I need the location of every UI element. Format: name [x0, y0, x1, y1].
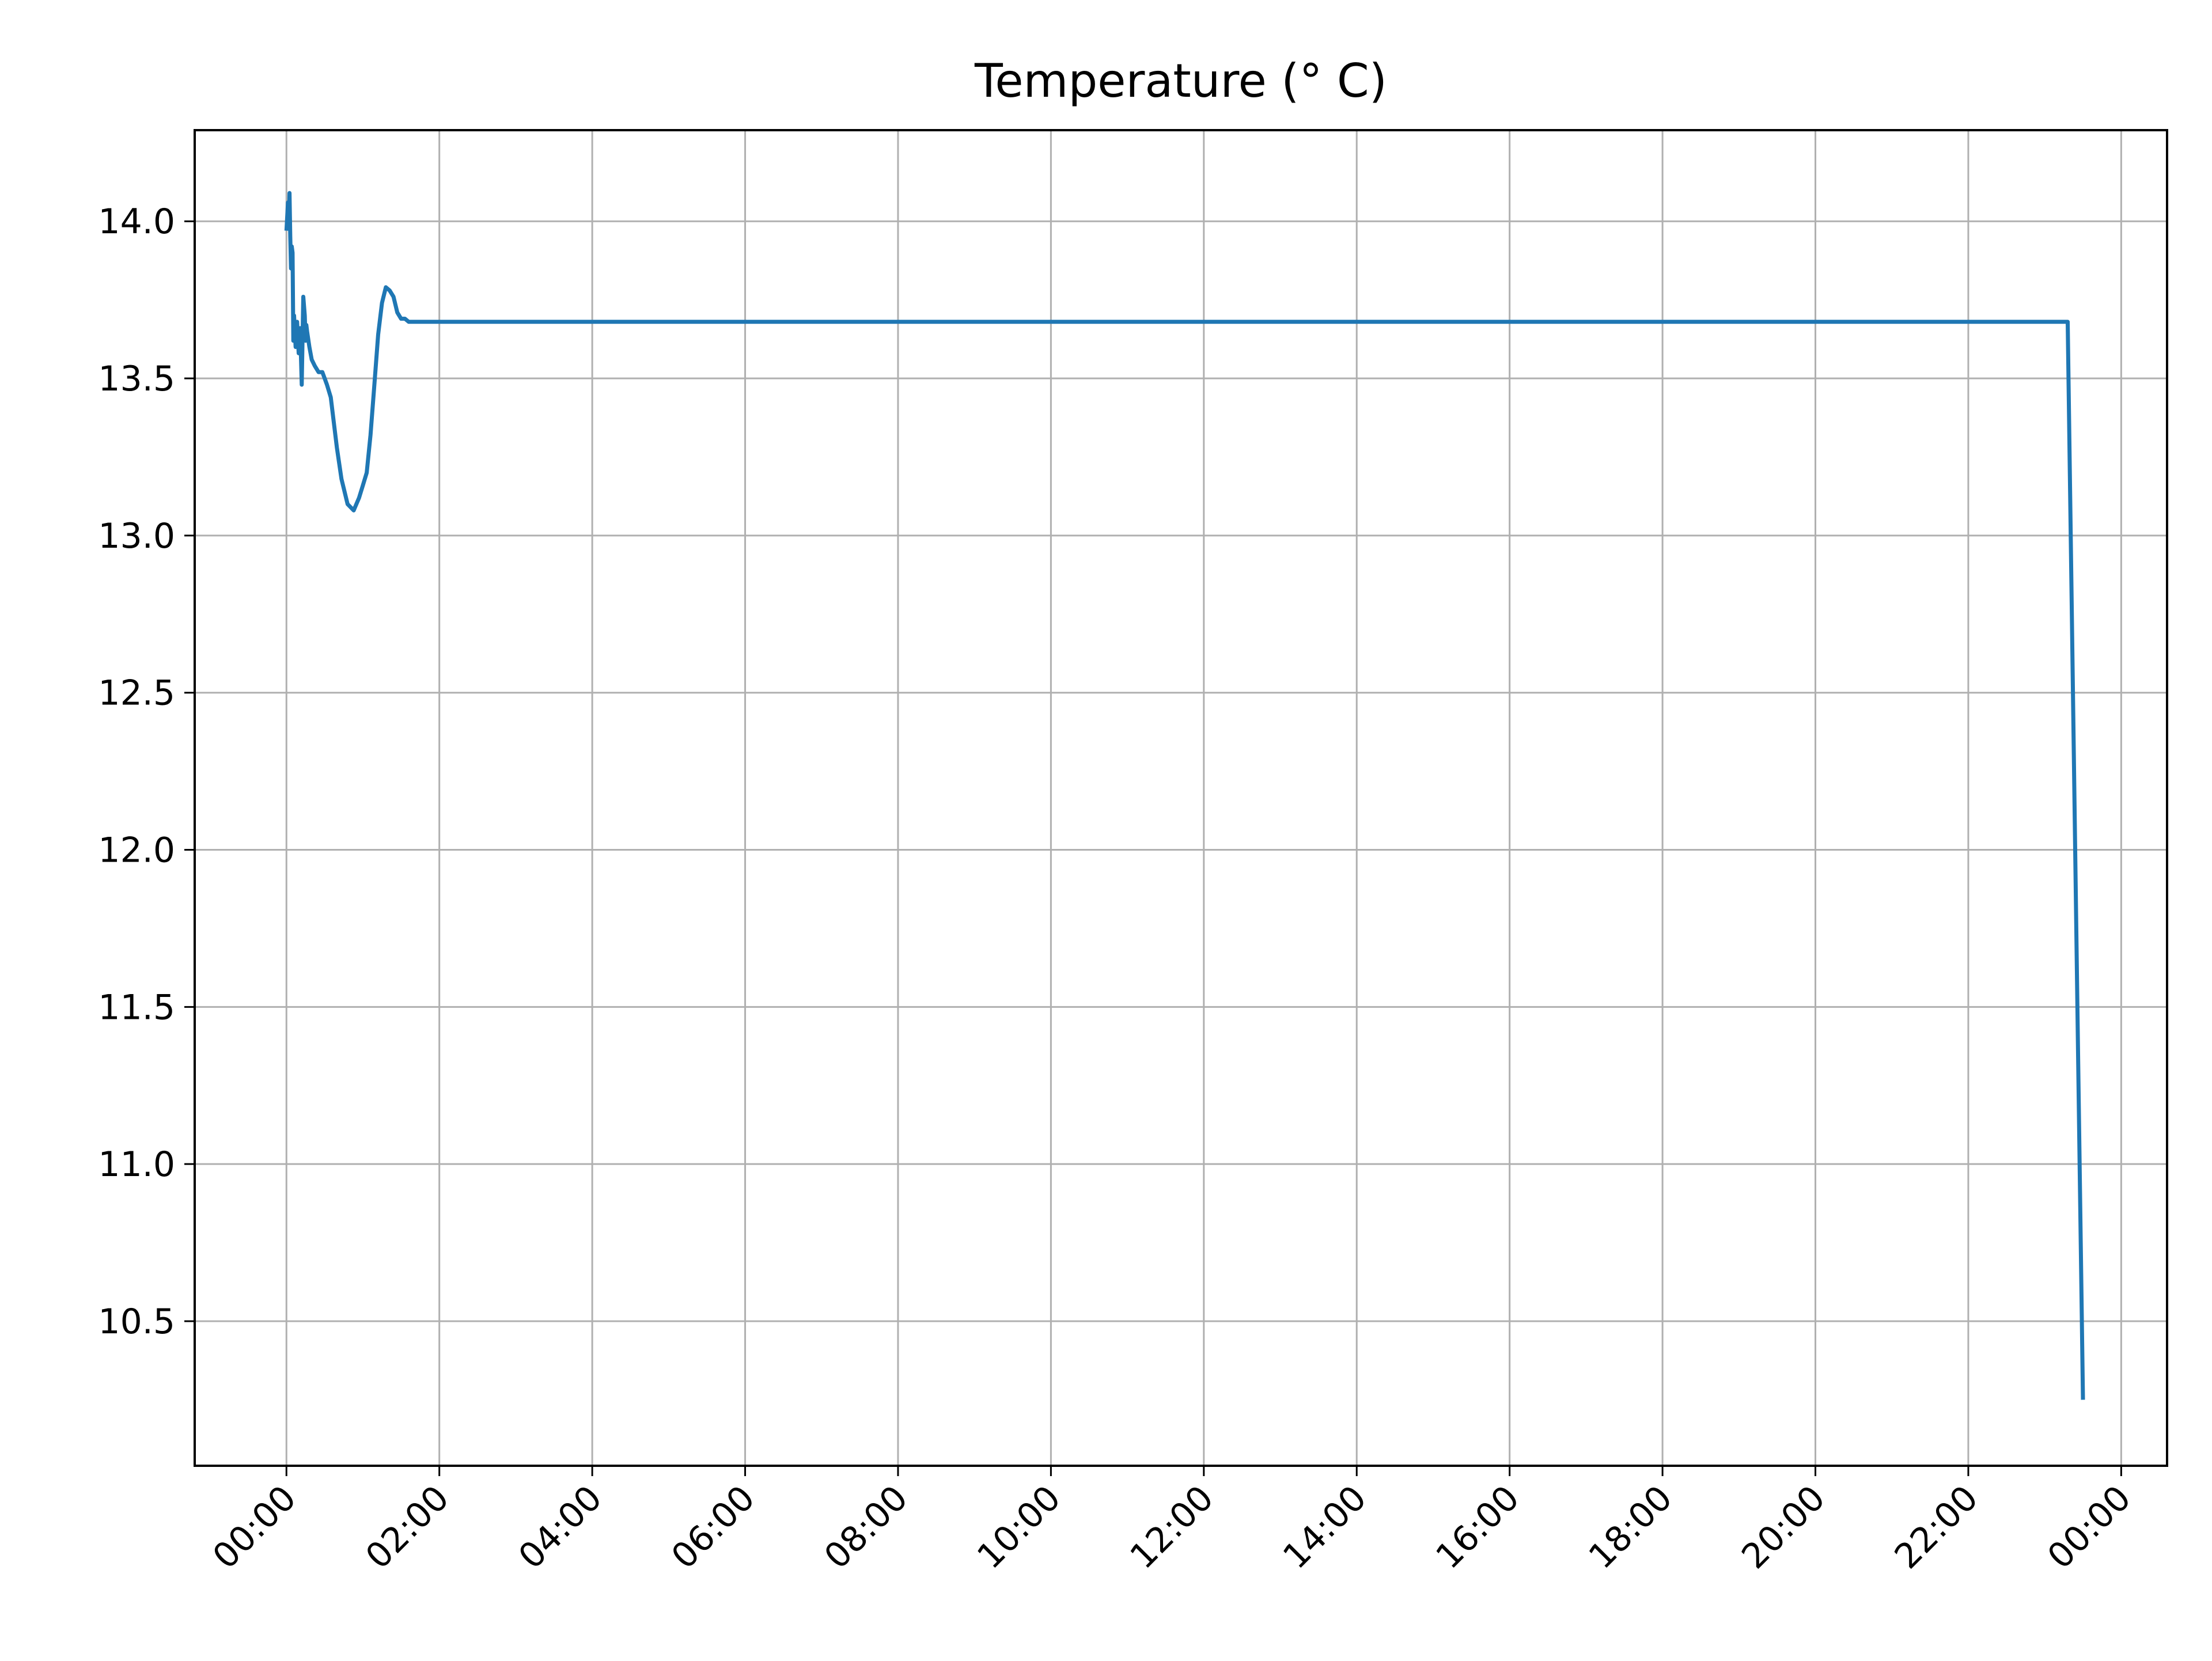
chart-title: Temperature (° C) — [974, 54, 1387, 108]
y-tick-label: 12.5 — [98, 673, 175, 714]
plot-frame — [194, 129, 2168, 1467]
y-tick-label: 11.0 — [98, 1144, 175, 1185]
y-tick-label: 12.0 — [98, 830, 175, 871]
y-tick-label: 13.0 — [98, 516, 175, 556]
y-tick-label: 14.0 — [98, 202, 175, 242]
y-tick-label: 10.5 — [98, 1302, 175, 1342]
y-tick-label: 13.5 — [98, 359, 175, 399]
grid-lines — [195, 130, 2167, 1466]
y-tick-label: 11.5 — [98, 987, 175, 1027]
temperature-series-line — [284, 191, 2085, 1400]
series-layer — [284, 191, 2085, 1400]
